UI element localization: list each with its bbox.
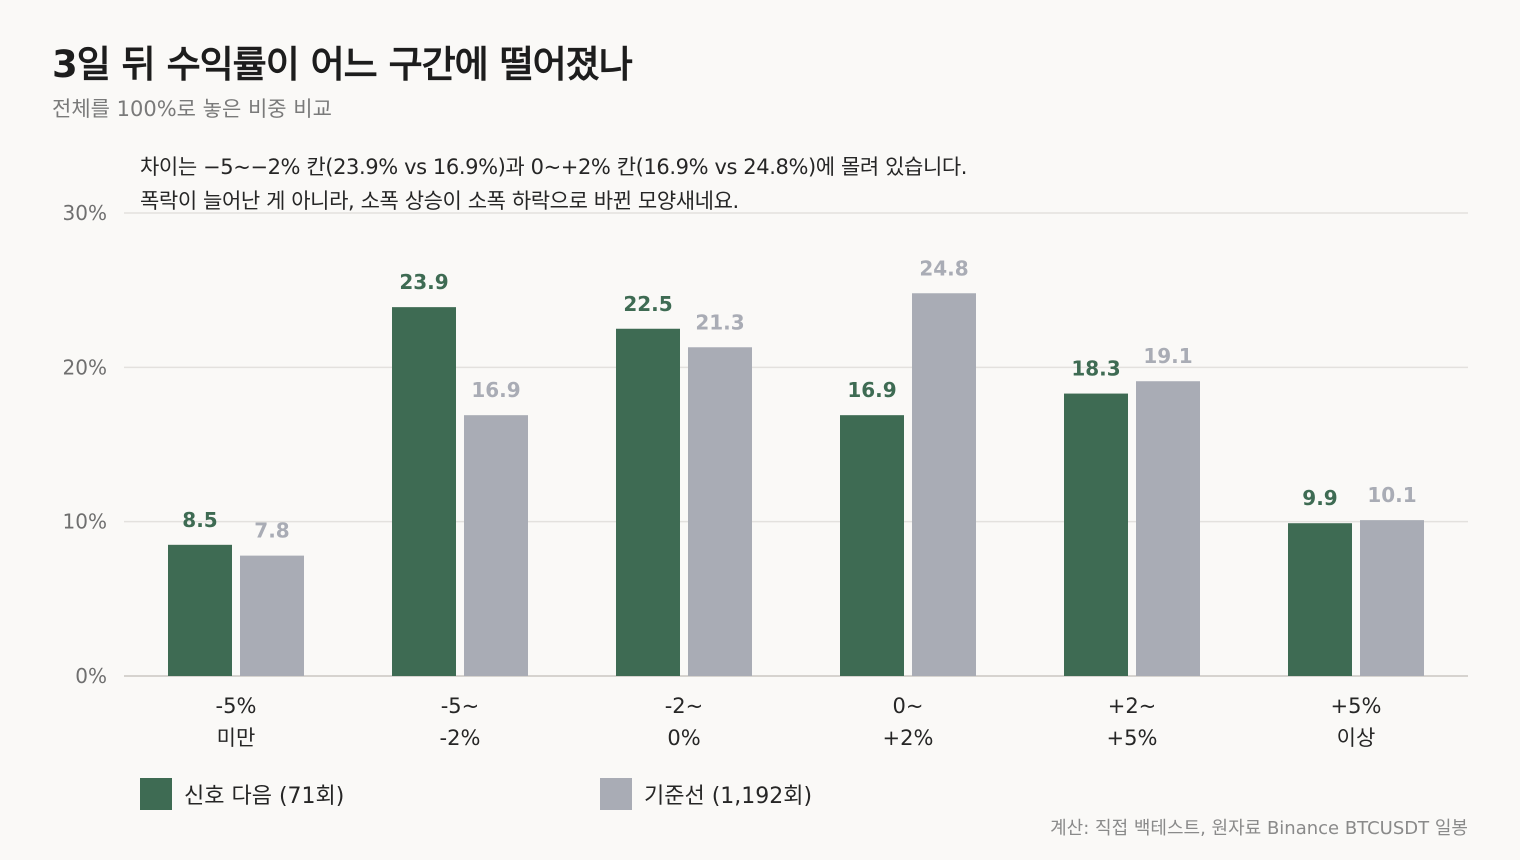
bar-signal <box>168 544 232 676</box>
data-label-signal: 8.5 <box>182 508 217 532</box>
x-tick-label: -2% <box>440 726 481 750</box>
chart-title: 3일 뒤 수익률이 어느 구간에 떨어졌나 <box>52 43 633 86</box>
y-tick-label: 10% <box>63 510 107 534</box>
x-tick-label: -5~ <box>441 694 480 718</box>
bar-signal <box>840 415 904 676</box>
legend-baseline-label: 기준선 (1,192회) <box>644 784 813 809</box>
data-label-baseline: 19.1 <box>1143 344 1192 368</box>
bar-baseline <box>1136 381 1200 676</box>
legend-signal: 신호 다음 (71회) <box>140 778 344 810</box>
annotation: 차이는 −5~−2% 칸(23.9% vs 16.9%)과 0~+2% 칸(16… <box>140 150 967 218</box>
data-label-baseline: 7.8 <box>254 519 289 543</box>
bar-baseline <box>688 347 752 676</box>
bar-baseline <box>1360 520 1424 676</box>
x-tick-label: -5% <box>216 694 257 718</box>
bar-signal <box>1064 393 1128 676</box>
bar-chart: 0% 10% 20% 30% 8.5 7.8 -5% 미만 23.9 16.9 -5~ -2% 22.5… <box>63 201 1468 750</box>
annotation-line-2: 폭락이 늘어난 게 아니라, 소폭 상승이 소폭 하락으로 바뀐 모양새네요. <box>140 189 739 213</box>
bar-signal <box>1288 523 1352 676</box>
source-note: 계산: 직접 백테스트, 원자료 Binance BTCUSDT 일봉 <box>1050 818 1468 839</box>
bar-signal <box>616 328 680 676</box>
x-tick-label: +5% <box>1331 694 1382 718</box>
legend-baseline: 기준선 (1,192회) <box>600 778 812 810</box>
annotation-line-1: 차이는 −5~−2% 칸(23.9% vs 16.9%)과 0~+2% 칸(16… <box>140 155 968 179</box>
bar-signal <box>392 307 456 676</box>
x-tick-label: +2% <box>883 726 934 750</box>
bar-baseline <box>464 415 528 676</box>
data-label-signal: 23.9 <box>399 270 448 294</box>
bar-baseline <box>240 555 304 676</box>
label-layer: 0% 10% 20% 30% 8.5 7.8 -5% 미만 23.9 16.9 -5~ -2% 22.5… <box>63 201 1417 750</box>
data-label-baseline: 10.1 <box>1367 483 1416 507</box>
x-tick-label: 0~ <box>893 694 924 718</box>
x-tick-label: +2~ <box>1108 694 1157 718</box>
x-tick-label: 미만 <box>217 726 256 750</box>
legend-signal-swatch <box>140 778 172 810</box>
legend-signal-label: 신호 다음 (71회) <box>184 784 345 809</box>
x-tick-label: 0% <box>667 726 700 750</box>
data-label-signal: 9.9 <box>1302 486 1337 510</box>
x-tick-label: +5% <box>1107 726 1158 750</box>
legend-baseline-swatch <box>600 778 632 810</box>
data-label-baseline: 21.3 <box>695 310 744 334</box>
x-tick-label: 이상 <box>1337 726 1376 750</box>
data-label-baseline: 24.8 <box>919 256 968 280</box>
bar-layer <box>168 293 1424 676</box>
data-label-signal: 18.3 <box>1071 357 1120 381</box>
data-label-baseline: 16.9 <box>471 378 520 402</box>
y-tick-label: 0% <box>75 664 107 688</box>
y-tick-label: 20% <box>63 355 107 379</box>
grid-layer <box>124 212 1468 677</box>
x-tick-label: -2~ <box>665 694 704 718</box>
bar-baseline <box>912 293 976 676</box>
y-tick-label: 30% <box>63 201 107 225</box>
data-label-signal: 16.9 <box>847 378 896 402</box>
chart-subtitle: 전체를 100%로 놓은 비중 비교 <box>52 97 332 121</box>
data-label-signal: 22.5 <box>623 292 672 316</box>
